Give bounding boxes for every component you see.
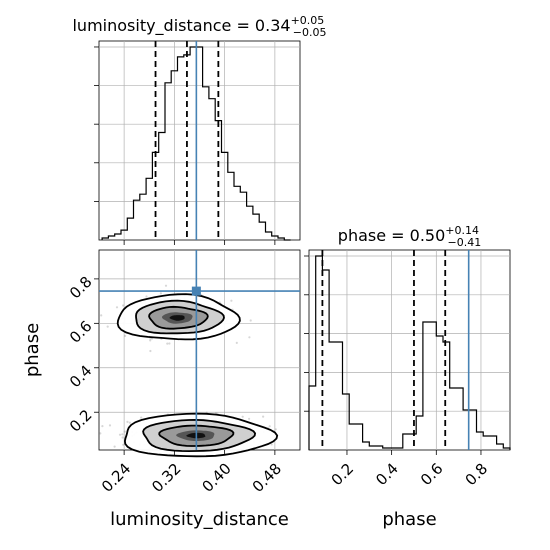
scatter-point [248,336,251,339]
scatter-point [140,416,143,419]
x-tick-label: 0.2 [328,460,358,490]
hist-luminosity-distance-ticks [94,46,276,245]
hist-phase-x-tick-labels: 0.2 0.4 0.6 0.8 [328,460,492,490]
x-axis-label-phase: phase [382,509,436,530]
y-tick-label: 0.4 [66,362,96,392]
title-lower-error: −0.41 [447,236,481,249]
scatter-point [121,433,124,436]
joint-truth [99,250,300,450]
scatter-point [128,421,131,424]
contour-line [158,424,235,447]
scatter-point [145,295,148,298]
x-axis-label-luminosity-distance: luminosity_distance [110,509,289,530]
x-tick-label: 0.32 [148,460,184,496]
scatter-point [274,428,277,431]
y-tick-label: 0.8 [66,273,96,303]
joint-ticks [94,278,276,455]
scatter-point [101,425,104,428]
histogram-step-line [308,255,511,450]
hist-phase-steps [308,255,511,450]
title-upper-error: +0.05 [291,14,325,27]
contour-line [123,412,279,458]
scatter-point [113,445,116,448]
scatter-point [262,415,265,418]
scatter-point [118,433,122,436]
hist-phase-ticks [304,255,482,455]
hist-luminosity-distance-grid [99,41,300,240]
contour-line [135,299,225,335]
scatter-point [123,430,126,433]
scatter-point [99,432,102,435]
scatter-point [248,417,251,420]
title-luminosity-distance: luminosity_distance = 0.34+0.05 −0.05 [72,14,326,39]
scatter-point [270,443,273,446]
y-tick-label: 0.2 [66,406,96,436]
panel-hist-luminosity-distance: luminosity_distance = 0.34+0.05 −0.05 [72,14,327,245]
x-tick-label: 0.6 [417,460,447,490]
joint-x-tick-labels: 0.24 0.32 0.40 0.48 [98,460,285,496]
hist-phase-grid [309,250,510,450]
scatter-point [106,325,109,328]
scatter-point [168,342,171,345]
scatter-point [115,306,119,309]
x-tick-label: 0.48 [249,460,285,496]
panel-hist-phase: 0.2 0.4 0.6 0.8 phase = 0.50+0.14 −0.41 phas… [304,224,511,530]
density-level-fill [169,315,185,321]
title-lower-error: −0.05 [293,26,327,39]
histogram-step-line [101,46,291,241]
title-main-text: phase = 0.50 [338,226,445,245]
contour-line [148,305,209,330]
hist-phase-quantiles [321,250,447,450]
joint-contours [116,293,279,458]
scatter-point [124,334,127,337]
scatter-point [268,425,271,428]
title-upper-error: +0.14 [445,224,479,237]
scatter-point [121,436,124,439]
scatter-point [149,349,152,353]
joint-y-tick-labels: 0.2 0.4 0.6 0.8 [66,273,96,436]
panel-hist-phase-frame [308,249,511,451]
scatter-point [230,299,233,302]
x-tick-label: 0.8 [462,460,492,490]
contour-line [142,418,257,453]
scatter-point [100,314,103,317]
scatter-point [164,284,168,287]
scatter-point [149,339,152,342]
scatter-point [249,319,252,322]
panel-joint-contour: 0.24 0.32 0.40 0.48 0.2 0.4 0.6 0.8 luminosity… [22,249,301,530]
y-tick-label: 0.6 [66,317,96,347]
scatter-point [166,342,169,345]
contour-line [116,293,241,341]
scatter-point [108,424,112,427]
scatter-point [235,341,238,344]
y-axis-label-phase: phase [22,323,43,377]
scatter-point [241,415,244,418]
scatter-point [122,443,125,446]
scatter-point [159,292,162,295]
scatter-point [122,304,125,307]
scatter-point [126,420,129,423]
x-tick-label: 0.40 [199,460,235,496]
hist-luminosity-distance-steps [101,46,291,241]
hist-luminosity-distance-quantiles [154,41,220,240]
title-main-text: luminosity_distance = 0.34 [72,16,290,36]
panel-hist-luminosity-distance-frame [98,40,301,241]
title-phase: phase = 0.50+0.14 −0.41 [338,224,481,249]
truth-marker [191,286,201,296]
x-tick-label: 0.24 [98,460,134,496]
x-tick-label: 0.4 [372,460,402,490]
